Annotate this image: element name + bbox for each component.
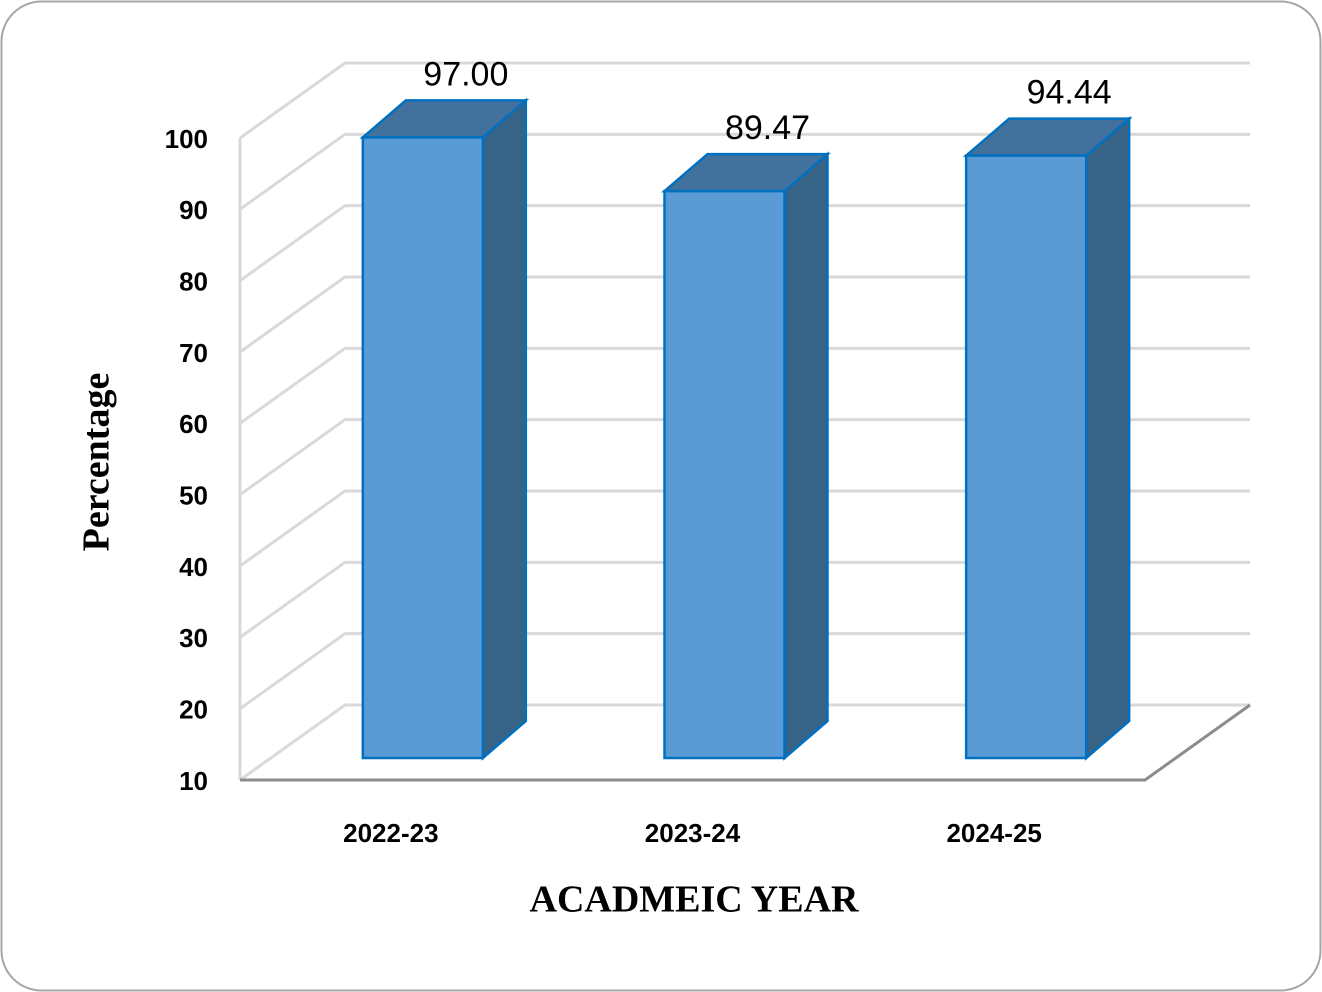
- floor-edge: [240, 703, 1251, 782]
- bar: [663, 189, 786, 760]
- bar-side: [481, 97, 528, 761]
- x-tick-label: 2022-23: [343, 818, 438, 848]
- y-tick-label: 100: [165, 124, 208, 154]
- bar-side: [783, 151, 829, 761]
- x-axis-label: ACADMEIC YEAR: [530, 879, 860, 921]
- y-tick-label: 20: [179, 695, 208, 725]
- grid-line: [239, 204, 1250, 282]
- grid-line: [239, 346, 1250, 425]
- grid-line: [239, 703, 1250, 782]
- y-tick-label: 80: [179, 267, 208, 297]
- grid-line: [239, 560, 1250, 639]
- y-tick-label: 90: [179, 195, 208, 225]
- bar-side: [1084, 115, 1131, 761]
- grid-line: [239, 418, 1250, 496]
- grid-line: [239, 275, 1250, 354]
- x-tick-label: 2024-25: [946, 818, 1041, 848]
- y-tick-label: 60: [179, 409, 208, 439]
- y-tick-label: 30: [179, 623, 208, 653]
- x-tick-label: 2023-24: [645, 818, 741, 848]
- grid-line: [239, 489, 1250, 568]
- y-axis-label: Percentage: [76, 373, 118, 552]
- y-tick-label: 40: [179, 552, 208, 582]
- grid-line: [239, 132, 1250, 211]
- y-tick-label: 10: [179, 766, 208, 796]
- y-tick-label: 50: [179, 481, 208, 511]
- grid-line: [239, 61, 1250, 140]
- y-tick-label: 70: [179, 338, 208, 368]
- value-label: 97.00: [423, 55, 508, 93]
- grid-line: [239, 632, 1250, 710]
- bar: [964, 154, 1088, 760]
- bar: [361, 136, 485, 760]
- value-label: 89.47: [725, 109, 810, 147]
- value-label: 94.44: [1027, 74, 1112, 112]
